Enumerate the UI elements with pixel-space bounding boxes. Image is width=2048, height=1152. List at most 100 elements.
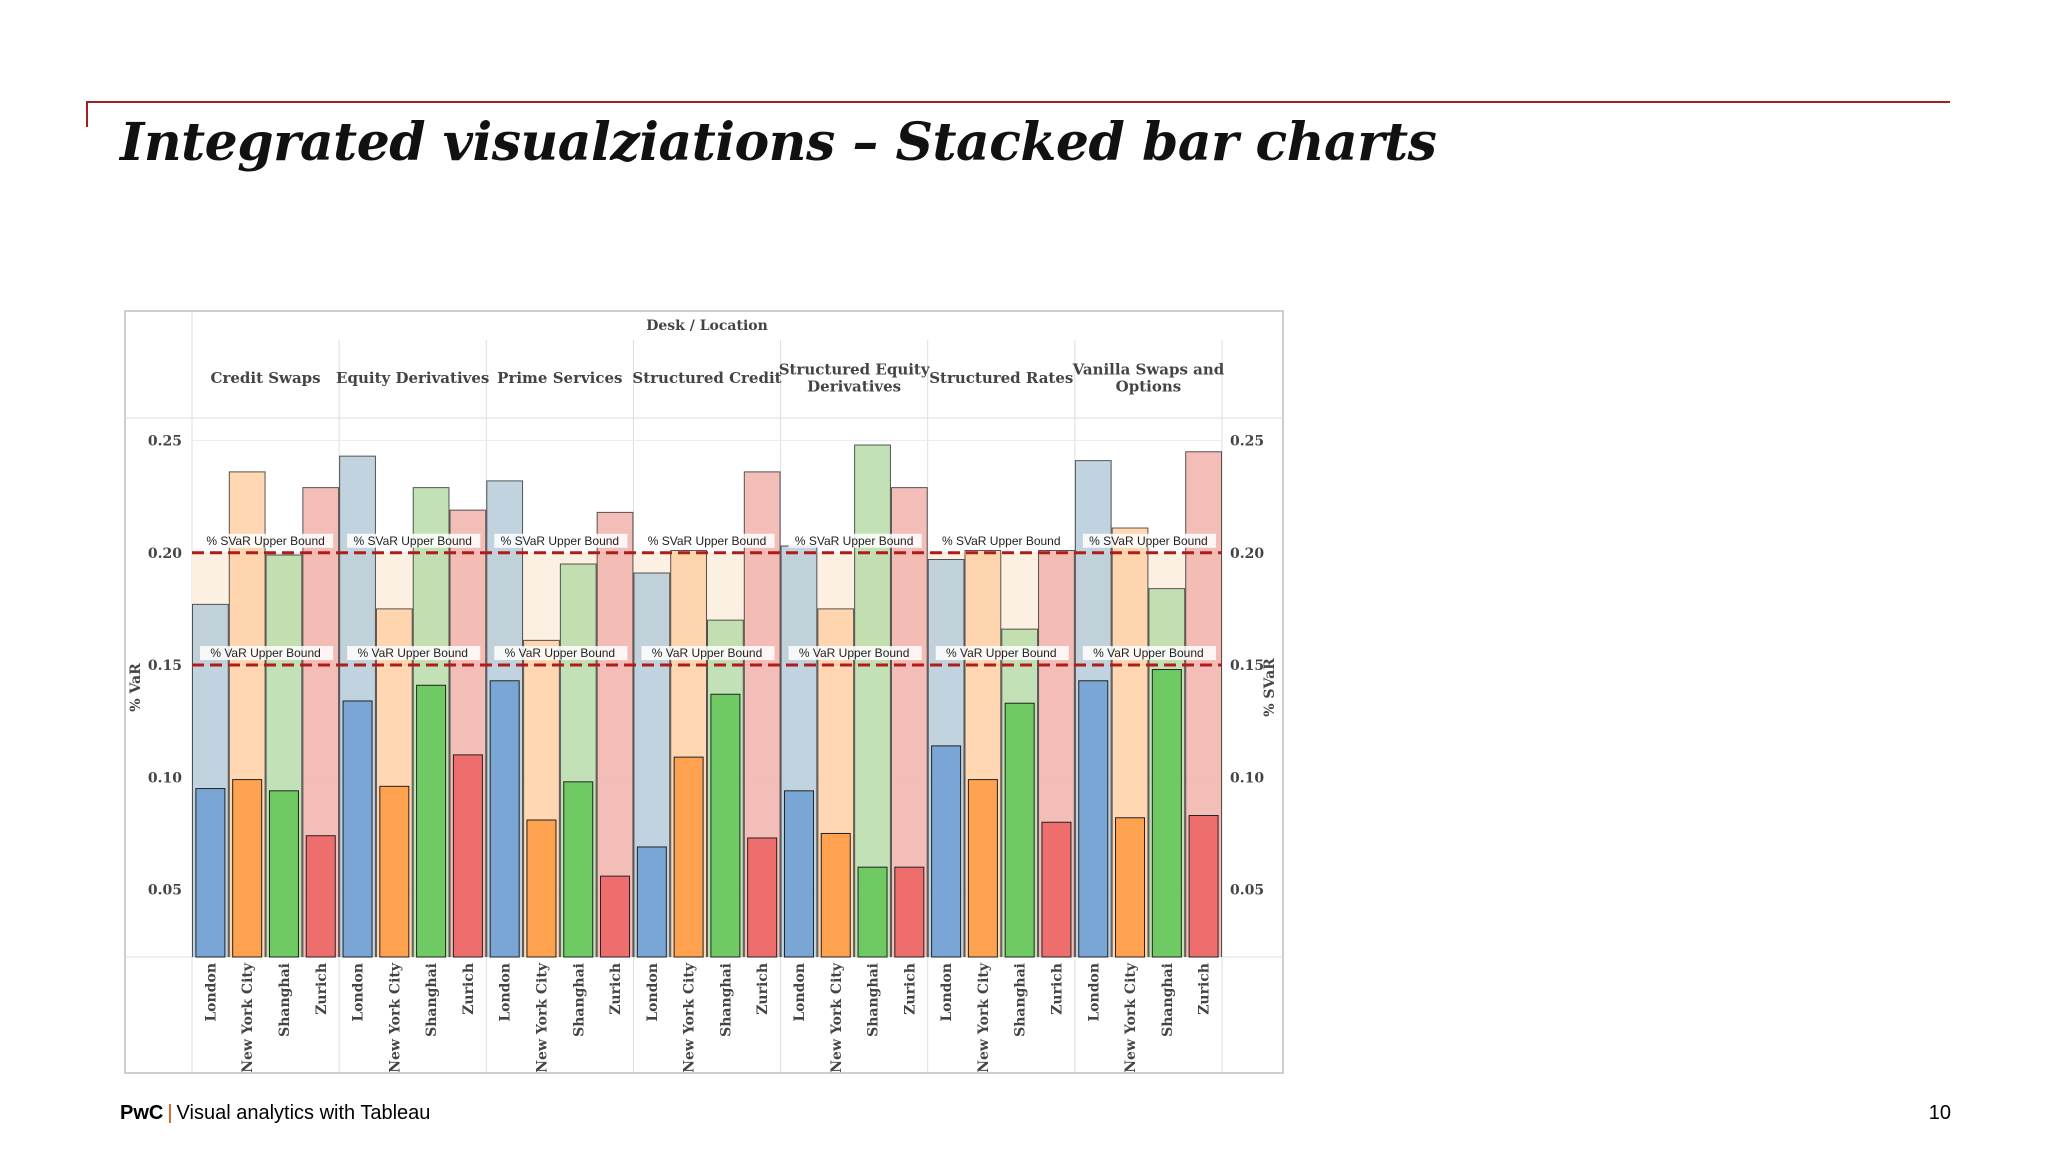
reference-label-bg bbox=[347, 646, 481, 661]
reference-label: % VaR Upper Bound bbox=[210, 646, 321, 660]
location-label: Zurich bbox=[1049, 963, 1065, 1015]
location-label: Zurich bbox=[314, 963, 330, 1015]
reference-label: % SVaR Upper Bound bbox=[942, 534, 1061, 548]
chart-header-title: Desk / Location bbox=[646, 318, 768, 334]
var-bar bbox=[268, 790, 299, 958]
svar-bar-outline bbox=[707, 619, 744, 957]
var-bar bbox=[526, 819, 557, 958]
var-bar bbox=[931, 745, 962, 958]
var-bar bbox=[1004, 702, 1035, 958]
title-rule-tick bbox=[86, 101, 88, 127]
reference-label-bg bbox=[200, 646, 334, 661]
var-bar bbox=[1041, 821, 1072, 958]
location-label: New York City bbox=[1123, 962, 1139, 1073]
var-bar bbox=[342, 700, 373, 958]
left-tick-label: 0.10 bbox=[148, 770, 182, 786]
location-label: Shanghai bbox=[1160, 963, 1176, 1037]
var-bar bbox=[894, 866, 925, 958]
svar-bar-outline bbox=[1185, 451, 1222, 957]
svar-bar-outline bbox=[449, 509, 487, 957]
reference-label: % VaR Upper Bound bbox=[799, 646, 910, 660]
location-label: Shanghai bbox=[424, 963, 440, 1037]
svar-bar-outline bbox=[265, 554, 303, 957]
var-bar bbox=[820, 832, 851, 958]
location-label: London bbox=[203, 963, 219, 1022]
var-bar bbox=[195, 788, 226, 958]
reference-label-bg bbox=[788, 533, 922, 548]
page-number: 10 bbox=[1928, 1102, 1951, 1124]
left-tick-label: 0.05 bbox=[148, 883, 182, 899]
reference-label: % VaR Upper Bound bbox=[946, 646, 1057, 660]
reference-label: % VaR Upper Bound bbox=[652, 646, 763, 660]
location-label: Zurich bbox=[902, 963, 918, 1015]
left-tick-label: 0.25 bbox=[148, 433, 182, 449]
var-bar bbox=[710, 693, 741, 958]
reference-label-bg bbox=[935, 533, 1069, 548]
footer-brand: PwC bbox=[120, 1102, 164, 1124]
svar-bar-outline bbox=[927, 558, 965, 957]
svar-bar-outline bbox=[1148, 588, 1186, 957]
reference-label: % SVaR Upper Bound bbox=[206, 534, 325, 548]
right-axis-title: % SVaR bbox=[1262, 658, 1278, 717]
reference-label: % VaR Upper Bound bbox=[505, 646, 616, 660]
location-label: London bbox=[939, 963, 955, 1022]
reference-label-bg bbox=[935, 646, 1069, 661]
svar-bar-outline bbox=[302, 487, 340, 957]
location-label: Shanghai bbox=[1013, 963, 1029, 1037]
location-label: New York City bbox=[534, 962, 550, 1073]
var-bar bbox=[379, 785, 410, 958]
var-bar bbox=[857, 866, 888, 958]
location-label: Shanghai bbox=[866, 963, 882, 1037]
location-label: New York City bbox=[240, 962, 256, 1073]
right-tick-label: 0.10 bbox=[1230, 770, 1264, 786]
svar-bar-outline bbox=[1038, 550, 1075, 957]
stacked-bar-chart: Desk / Location Credit Swaps Equity Deriva… bbox=[124, 310, 1284, 1074]
location-label: Shanghai bbox=[571, 963, 587, 1037]
reference-label-bg bbox=[494, 533, 628, 548]
location-label: Shanghai bbox=[277, 963, 293, 1037]
location-label: Zurich bbox=[1197, 963, 1213, 1015]
var-bar bbox=[489, 680, 520, 958]
left-tick-label: 0.20 bbox=[148, 546, 182, 562]
var-bar bbox=[305, 835, 336, 958]
reference-label: % SVaR Upper Bound bbox=[1089, 534, 1208, 548]
svar-bar-outline bbox=[559, 563, 597, 957]
location-label: London bbox=[792, 963, 808, 1022]
svar-bar-outline bbox=[596, 511, 634, 957]
location-label: London bbox=[498, 963, 514, 1022]
svar-bar-outline bbox=[964, 550, 1002, 957]
location-label: London bbox=[645, 963, 661, 1022]
reference-label-bg bbox=[494, 646, 628, 661]
right-tick-label: 0.25 bbox=[1230, 433, 1264, 449]
var-bar bbox=[563, 781, 594, 958]
reference-label-bg bbox=[1082, 533, 1216, 548]
left-axis-title: % VaR bbox=[128, 663, 144, 712]
location-label: New York City bbox=[387, 962, 403, 1073]
var-bar bbox=[1115, 817, 1146, 958]
right-tick-label: 0.15 bbox=[1230, 658, 1264, 674]
var-bar bbox=[636, 846, 667, 958]
svar-bar-outline bbox=[854, 444, 891, 957]
desk-header: Prime Services bbox=[497, 369, 622, 387]
reference-label: % SVaR Upper Bound bbox=[501, 534, 620, 548]
location-label: Zurich bbox=[461, 963, 477, 1015]
svar-bar-outline bbox=[633, 572, 671, 957]
reference-label-bg bbox=[347, 533, 481, 548]
var-bar bbox=[1188, 815, 1219, 958]
reference-label-bg bbox=[1082, 646, 1216, 661]
reference-label: % SVaR Upper Bound bbox=[795, 534, 914, 548]
location-label: New York City bbox=[829, 962, 845, 1073]
var-bar bbox=[452, 754, 483, 958]
svar-bar-outline bbox=[192, 603, 229, 957]
reference-label: % VaR Upper Bound bbox=[357, 646, 468, 660]
title-rule bbox=[86, 101, 1950, 103]
svar-bar-outline bbox=[412, 487, 450, 957]
reference-label-bg bbox=[641, 533, 775, 548]
footer: PwC | Visual analytics with Tableau bbox=[120, 1102, 430, 1125]
reference-label-bg bbox=[641, 646, 775, 661]
left-tick-label: 0.15 bbox=[148, 658, 182, 674]
location-label: New York City bbox=[682, 962, 698, 1073]
svar-bar-outline bbox=[1074, 460, 1112, 957]
location-label: London bbox=[1086, 963, 1102, 1022]
var-bar bbox=[232, 779, 263, 958]
